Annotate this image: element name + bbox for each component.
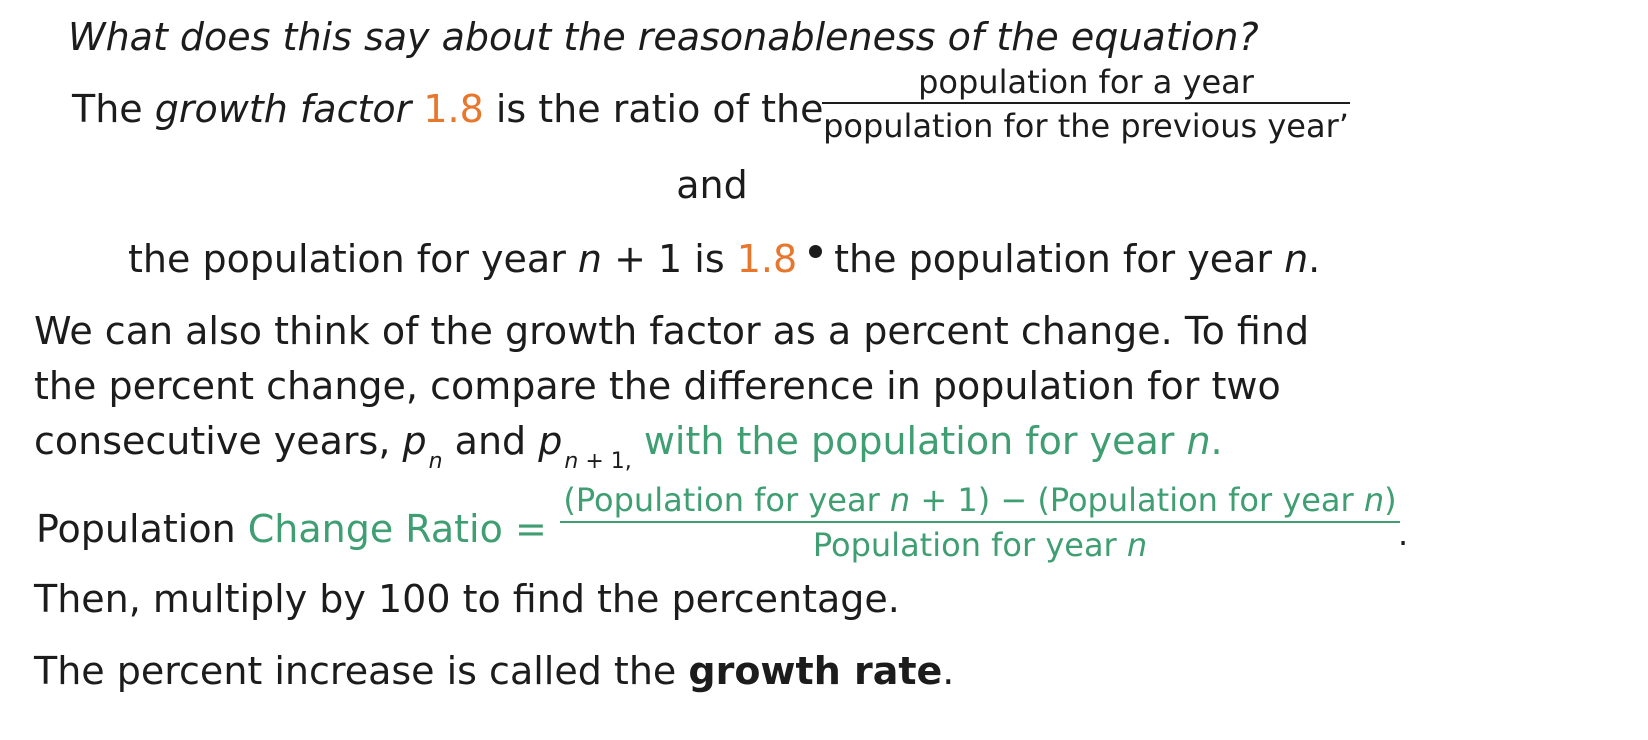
formula-period: . xyxy=(1398,515,1409,553)
growth-factor-value: 1.8 xyxy=(423,87,484,131)
growth-rate-sentence: The percent increase is called the growt… xyxy=(34,652,954,690)
pop-end: . xyxy=(1308,237,1321,281)
pop-factor-value: 1.8 xyxy=(736,237,798,281)
pop-n1: n xyxy=(577,237,603,281)
growth-factor-sentence: The growth factor 1.8 is the ratio of th… xyxy=(72,90,823,128)
change-ratio-numerator: (Population for year n + 1) − (Populatio… xyxy=(560,484,1400,516)
p-n-plus-1-subscript: n + 1, xyxy=(564,449,631,474)
num-c: ) xyxy=(1384,481,1397,519)
population-ratio-fraction: population for a year population for the… xyxy=(822,66,1350,142)
gf-rest: is the ratio of the xyxy=(483,87,824,131)
multiply-instruction: Then, multiply by 100 to find the percen… xyxy=(34,577,900,621)
and-text: and xyxy=(676,163,748,207)
num-a: (Population for year xyxy=(563,481,890,519)
sub-n: n xyxy=(564,449,579,474)
rate-start: The percent increase is called the xyxy=(34,649,689,693)
population-sentence: the population for year n + 1 is 1.8 the … xyxy=(128,240,1320,278)
para3-start: consecutive years, xyxy=(34,419,403,463)
p-n-symbol: p xyxy=(402,419,427,463)
num-b: + 1) − (Population for year xyxy=(910,481,1364,519)
compare-highlight: with the population for year n. xyxy=(632,419,1223,463)
fraction-bar xyxy=(822,102,1350,104)
highlight-end: . xyxy=(1210,419,1223,463)
growth-rate-term: growth rate xyxy=(688,649,943,693)
population-change-ratio-label: Population Change Ratio = xyxy=(36,510,547,548)
den-a: Population for year xyxy=(812,526,1127,564)
highlight-n: n xyxy=(1186,419,1211,463)
highlight-text: with the population for year xyxy=(631,419,1187,463)
p-n-plus-1-symbol: p xyxy=(538,419,563,463)
paragraph-line-1: We can also think of the growth factor a… xyxy=(34,309,1310,353)
pop-part2: + 1 is xyxy=(602,237,737,281)
change-ratio-denominator: Population for year n xyxy=(560,529,1400,561)
num-n1: n xyxy=(889,481,911,519)
paragraph-line-3: consecutive years, pn and pn + 1, with t… xyxy=(34,419,1223,473)
pop-part1: the population for year xyxy=(128,237,578,281)
rate-end: . xyxy=(942,649,955,693)
question-heading: What does this say about the reasonablen… xyxy=(68,15,1259,59)
growth-factor-term: growth factor xyxy=(154,87,412,131)
multiplication-dot-icon xyxy=(809,245,823,258)
change-ratio-fraction: (Population for year n + 1) − (Populatio… xyxy=(560,484,1400,561)
p-n-subscript: n xyxy=(428,449,443,474)
pop-n2: n xyxy=(1284,237,1309,281)
para3-and: and xyxy=(442,419,539,463)
den-n: n xyxy=(1126,526,1148,564)
change-ratio-fraction-bar xyxy=(560,521,1400,523)
paragraph-line-2: the percent change, compare the differen… xyxy=(34,364,1281,408)
fraction-denominator: population for the previous year’ xyxy=(823,107,1349,145)
ratio-label-plain: Population xyxy=(36,507,248,551)
sub-plus-1: + 1, xyxy=(578,449,632,474)
ratio-label-green: Change Ratio = xyxy=(247,507,547,551)
fraction-numerator: population for a year xyxy=(918,63,1254,101)
num-n2: n xyxy=(1363,481,1385,519)
pop-part3: the population for year xyxy=(834,237,1285,281)
gf-the: The xyxy=(72,87,155,131)
